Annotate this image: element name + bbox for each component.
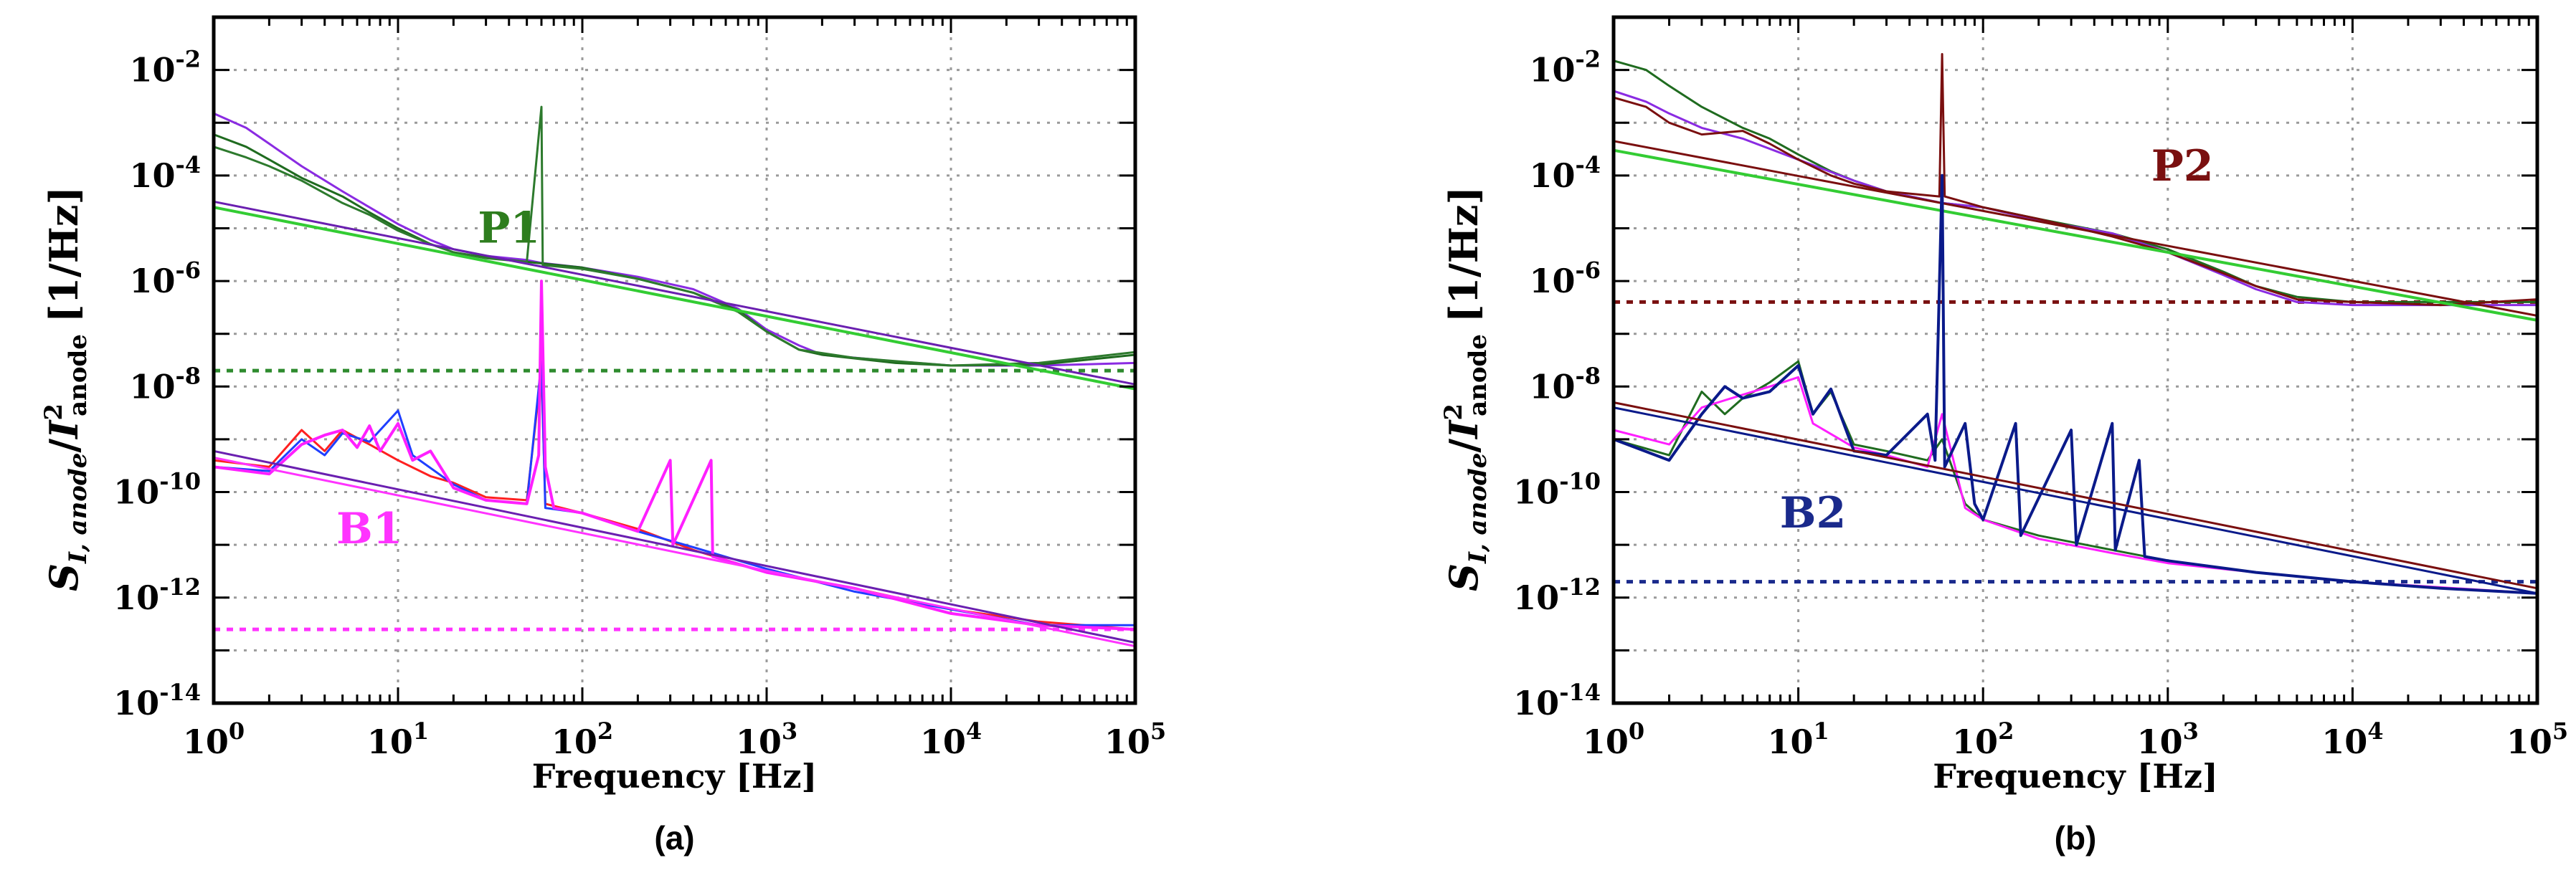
panel-b-plot-frame bbox=[1611, 15, 2539, 705]
y-label-i: I bbox=[41, 419, 87, 440]
series-line bbox=[1613, 90, 2537, 307]
y-label-unit: [1/Hz] bbox=[1441, 186, 1487, 323]
panel-b-series bbox=[1613, 53, 2538, 595]
y-tick-label: 10-6 bbox=[1529, 257, 1601, 300]
series-annotation: B2 bbox=[1780, 488, 1846, 538]
y-label-slash: / bbox=[1441, 439, 1487, 453]
series-annotation: P2 bbox=[2151, 141, 2214, 191]
series-line bbox=[213, 280, 1136, 631]
series-line bbox=[1613, 53, 2538, 307]
panel-b: 100 101 102 103 104 10510-1410-1210-1010-810-… bbox=[1439, 15, 2568, 857]
panel-a-y-axis-label: SI, anode/I2anode [1/Hz] bbox=[39, 186, 93, 591]
y-label-slash: / bbox=[41, 439, 87, 453]
y-label-unit: [1/Hz] bbox=[41, 186, 87, 323]
panel-a-ticks: 100 101 102 103 104 10510-1410-1210-1010-810-… bbox=[113, 16, 1166, 761]
series-line bbox=[1613, 148, 2538, 322]
panel-a: 100 101 102 103 104 10510-1410-1210-1010-810-… bbox=[39, 15, 1166, 857]
panel-a-noise-floors bbox=[214, 368, 1135, 631]
panel-b-label: (b) bbox=[2055, 819, 2097, 857]
panel-a-x-axis-label: Frequency [Hz] bbox=[532, 757, 818, 796]
y-label-sup: 2 bbox=[39, 404, 68, 421]
series-annotation: B1 bbox=[336, 504, 402, 554]
panel-a-plot-frame bbox=[212, 15, 1137, 705]
x-tick-label: 100 bbox=[183, 717, 245, 761]
series-line bbox=[1613, 401, 2538, 590]
panel-b-ticks: 100 101 102 103 104 10510-1410-1210-1010-810-… bbox=[1513, 16, 2568, 761]
y-tick-label: 10-4 bbox=[129, 151, 201, 195]
panel-b-y-axis-label: SI, anode/I2anode [1/Hz] bbox=[1439, 186, 1492, 591]
y-label-s: S bbox=[41, 563, 87, 591]
series-line bbox=[213, 206, 1136, 391]
series-line bbox=[213, 449, 1136, 644]
y-tick-label: 10-2 bbox=[129, 46, 201, 90]
y-tick-label: 10-10 bbox=[1513, 468, 1601, 512]
y-label-sub: I, anode bbox=[64, 453, 93, 564]
y-tick-label: 10-4 bbox=[1529, 151, 1601, 195]
x-tick-label: 101 bbox=[367, 717, 429, 761]
panel-a-series bbox=[213, 105, 1136, 648]
panel-a-label: (a) bbox=[654, 819, 694, 857]
series-line bbox=[1613, 376, 2538, 595]
y-label-sub: I, anode bbox=[1464, 453, 1492, 564]
y-label-sub2: anode bbox=[1464, 334, 1492, 416]
series-line bbox=[1613, 406, 2538, 595]
panel-b-x-axis-label: Frequency [Hz] bbox=[1933, 757, 2218, 796]
y-label-sub2: anode bbox=[64, 334, 93, 416]
series-line bbox=[1613, 173, 2538, 595]
series-line bbox=[213, 200, 1136, 386]
panel-a-annotations: P1 B1 bbox=[336, 203, 540, 554]
y-tick-label: 10-6 bbox=[129, 257, 201, 300]
series-annotation: P1 bbox=[478, 203, 540, 253]
y-label-s: S bbox=[1441, 563, 1487, 591]
series-line bbox=[213, 105, 1136, 367]
y-label-sup: 2 bbox=[1439, 404, 1468, 421]
y-label-i: I bbox=[1441, 419, 1487, 440]
panel-b-annotations: P2 B2 bbox=[1780, 141, 2214, 538]
series-line bbox=[1613, 140, 2538, 317]
x-tick-label: 103 bbox=[2137, 717, 2199, 761]
series-line bbox=[213, 457, 1136, 648]
